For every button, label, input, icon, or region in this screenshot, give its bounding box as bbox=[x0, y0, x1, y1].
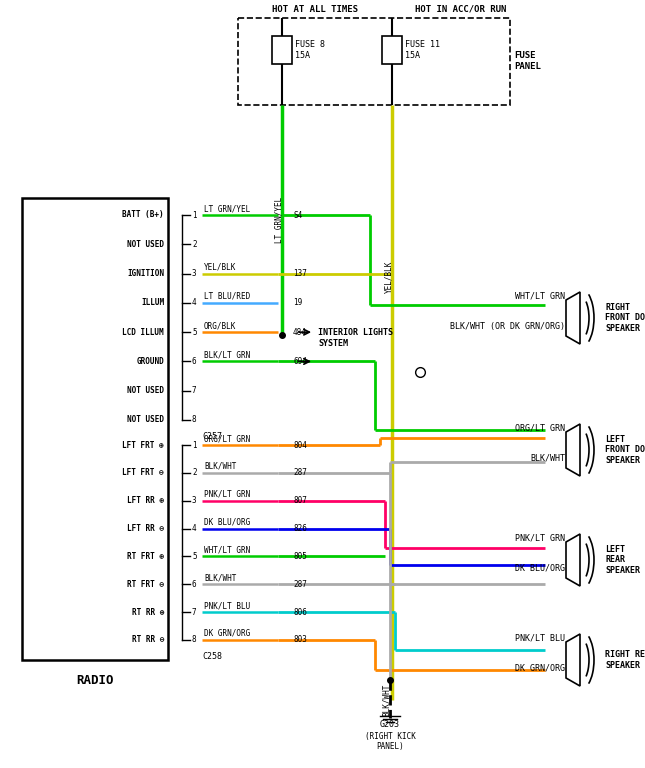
Text: LEFT
REAR
SPEAKER: LEFT REAR SPEAKER bbox=[605, 545, 640, 575]
Text: 8: 8 bbox=[192, 415, 197, 425]
Text: RT FRT ⊕: RT FRT ⊕ bbox=[127, 552, 164, 561]
Text: DK BLU/ORG: DK BLU/ORG bbox=[204, 518, 250, 527]
Text: S4: S4 bbox=[293, 210, 303, 220]
Text: 807: 807 bbox=[293, 496, 307, 505]
Text: GROUND: GROUND bbox=[136, 357, 164, 366]
Text: BATT (B+): BATT (B+) bbox=[123, 210, 164, 220]
Text: FUSE 11
15A: FUSE 11 15A bbox=[405, 40, 440, 60]
Bar bbox=[272, 36, 292, 64]
Text: 2: 2 bbox=[192, 240, 197, 249]
Text: LFT RR ⊖: LFT RR ⊖ bbox=[127, 524, 164, 533]
Text: NOT USED: NOT USED bbox=[127, 415, 164, 425]
Text: LT GRN/YEL: LT GRN/YEL bbox=[275, 197, 284, 243]
Text: (RIGHT KICK
PANEL): (RIGHT KICK PANEL) bbox=[364, 732, 415, 751]
Bar bbox=[22, 198, 168, 660]
Text: 287: 287 bbox=[293, 580, 307, 589]
Text: WHT/LT GRN: WHT/LT GRN bbox=[204, 545, 250, 554]
Text: HOT AT ALL TIMES: HOT AT ALL TIMES bbox=[272, 5, 358, 14]
Text: RADIO: RADIO bbox=[76, 674, 114, 687]
Text: 2: 2 bbox=[192, 468, 197, 478]
Text: HOT IN ACC/OR RUN: HOT IN ACC/OR RUN bbox=[415, 5, 507, 14]
Text: 805: 805 bbox=[293, 552, 307, 561]
Bar bbox=[382, 36, 402, 64]
Bar bbox=[238, 18, 510, 105]
Text: 803: 803 bbox=[293, 635, 307, 644]
Text: RT FRT ⊖: RT FRT ⊖ bbox=[127, 580, 164, 589]
Text: NOT USED: NOT USED bbox=[127, 240, 164, 249]
Text: 694: 694 bbox=[293, 357, 307, 366]
Text: 1: 1 bbox=[192, 210, 197, 220]
Text: NOT USED: NOT USED bbox=[127, 386, 164, 396]
Text: YEL/BLK: YEL/BLK bbox=[384, 261, 393, 293]
Text: LFT FRT ⊖: LFT FRT ⊖ bbox=[123, 468, 164, 478]
Text: LEFT
FRONT DOOR
SPEAKER: LEFT FRONT DOOR SPEAKER bbox=[605, 435, 645, 465]
Text: IGNITION: IGNITION bbox=[127, 269, 164, 278]
Text: ORG/LT GRN: ORG/LT GRN bbox=[204, 434, 250, 443]
Text: LFT RR ⊕: LFT RR ⊕ bbox=[127, 496, 164, 505]
Text: 7: 7 bbox=[192, 386, 197, 396]
Text: BLK/WHT: BLK/WHT bbox=[530, 453, 565, 462]
Text: LT BLU/RED: LT BLU/RED bbox=[204, 292, 250, 301]
Text: ORG/BLK: ORG/BLK bbox=[204, 321, 236, 330]
Text: 6: 6 bbox=[192, 580, 197, 589]
Text: LT GRN/YEL: LT GRN/YEL bbox=[204, 204, 250, 213]
Text: 806: 806 bbox=[293, 607, 307, 617]
Text: C258: C258 bbox=[202, 652, 222, 661]
Text: 826: 826 bbox=[293, 524, 307, 533]
Text: PNK/LT BLU: PNK/LT BLU bbox=[204, 601, 250, 610]
Text: WHT/LT GRN: WHT/LT GRN bbox=[515, 292, 565, 300]
Text: ORG/LT GRN: ORG/LT GRN bbox=[515, 423, 565, 432]
Text: DK GRN/ORG: DK GRN/ORG bbox=[515, 664, 565, 673]
Text: 4: 4 bbox=[192, 298, 197, 307]
Text: BLK/WHT: BLK/WHT bbox=[204, 573, 236, 582]
Text: 287: 287 bbox=[293, 468, 307, 478]
Text: LCD ILLUM: LCD ILLUM bbox=[123, 328, 164, 336]
Text: 6: 6 bbox=[192, 357, 197, 366]
Text: 804: 804 bbox=[293, 441, 307, 449]
Text: RIGHT REAR
SPEAKER: RIGHT REAR SPEAKER bbox=[605, 650, 645, 670]
Text: G203: G203 bbox=[380, 720, 400, 729]
Text: 1: 1 bbox=[192, 441, 197, 449]
Text: LFT FRT ⊕: LFT FRT ⊕ bbox=[123, 441, 164, 449]
Text: 5: 5 bbox=[192, 328, 197, 336]
Text: BLK/LT GRN: BLK/LT GRN bbox=[204, 350, 250, 359]
Text: 7: 7 bbox=[192, 607, 197, 617]
Text: RT RR ⊖: RT RR ⊖ bbox=[132, 635, 164, 644]
Text: RIGHT
FRONT DOOR
SPEAKER: RIGHT FRONT DOOR SPEAKER bbox=[605, 303, 645, 333]
Text: PNK/LT GRN: PNK/LT GRN bbox=[204, 490, 250, 498]
Text: DK GRN/ORG: DK GRN/ORG bbox=[204, 629, 250, 638]
Text: 484: 484 bbox=[293, 328, 307, 336]
Text: BLK/WHT: BLK/WHT bbox=[381, 684, 390, 717]
Text: BLK/WHT (OR DK GRN/ORG): BLK/WHT (OR DK GRN/ORG) bbox=[450, 322, 565, 330]
Text: FUSE
PANEL: FUSE PANEL bbox=[514, 51, 541, 71]
Text: BLK/WHT: BLK/WHT bbox=[204, 462, 236, 471]
Text: C257: C257 bbox=[202, 432, 222, 441]
Text: ILLUM: ILLUM bbox=[141, 298, 164, 307]
Text: 4: 4 bbox=[192, 524, 197, 533]
Text: RT RR ⊕: RT RR ⊕ bbox=[132, 607, 164, 617]
Text: 8: 8 bbox=[192, 635, 197, 644]
Text: FUSE 8
15A: FUSE 8 15A bbox=[295, 40, 325, 60]
Text: 137: 137 bbox=[293, 269, 307, 278]
Text: 3: 3 bbox=[192, 269, 197, 278]
Text: PNK/LT BLU: PNK/LT BLU bbox=[515, 634, 565, 643]
Text: PNK/LT GRN: PNK/LT GRN bbox=[515, 534, 565, 542]
Text: 19: 19 bbox=[293, 298, 303, 307]
Text: 3: 3 bbox=[192, 496, 197, 505]
Text: INTERIOR LIGHTS
SYSTEM: INTERIOR LIGHTS SYSTEM bbox=[318, 328, 393, 348]
Text: DK BLU/ORG: DK BLU/ORG bbox=[515, 564, 565, 572]
Text: YEL/BLK: YEL/BLK bbox=[204, 263, 236, 272]
Text: 5: 5 bbox=[192, 552, 197, 561]
